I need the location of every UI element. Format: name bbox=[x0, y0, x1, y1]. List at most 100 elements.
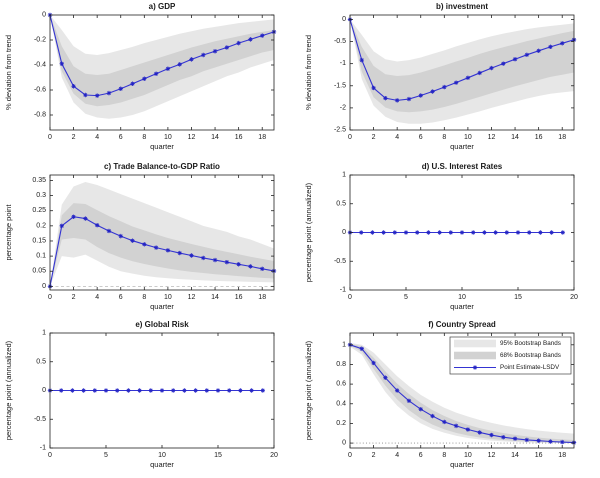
y-tick-label: 1 bbox=[42, 330, 46, 337]
y-tick-label: 1 bbox=[342, 341, 346, 348]
marker-asterisk bbox=[148, 388, 153, 393]
axes bbox=[349, 332, 575, 449]
x-tick-label: 5 bbox=[104, 452, 108, 459]
x-axis-label: quarter bbox=[450, 460, 474, 469]
x-tick-label: 10 bbox=[458, 294, 466, 301]
y-tick-label: 0.5 bbox=[36, 358, 46, 365]
x-tick-label: 10 bbox=[164, 294, 172, 301]
marker-asterisk bbox=[493, 230, 498, 235]
marker-asterisk bbox=[94, 223, 100, 228]
y-tick-label: 0.2 bbox=[336, 420, 346, 427]
marker-asterisk bbox=[248, 264, 253, 269]
marker-asterisk bbox=[538, 230, 543, 235]
marker-asterisk bbox=[394, 98, 400, 103]
subplot-title: a) GDP bbox=[149, 2, 176, 11]
x-tick-label: 6 bbox=[419, 134, 423, 141]
series-markers bbox=[47, 214, 277, 289]
marker-asterisk bbox=[92, 388, 97, 393]
x-tick-label: 8 bbox=[442, 452, 446, 459]
band-68 bbox=[50, 15, 274, 107]
marker-asterisk bbox=[548, 439, 553, 444]
chart-canvas-e: 0 5 10 15 20 1 0.5 0 -0.5 -1 e) Global Risk quarter… bbox=[4, 320, 278, 469]
marker-asterisk bbox=[482, 230, 487, 235]
marker-asterisk bbox=[83, 216, 88, 221]
chart-canvas-a: 0 2 4 6 8 10 12 14 16 18 0 -0.2 -0.4 -0.6 -0.8 a) GDP qu… bbox=[4, 2, 277, 151]
plot-border bbox=[49, 14, 275, 131]
marker-asterisk bbox=[359, 230, 364, 235]
marker-asterisk bbox=[165, 66, 171, 71]
y-tick-label: 0 bbox=[342, 229, 346, 236]
y-tick-label: 0 bbox=[342, 440, 346, 447]
y-tick-label: -0.8 bbox=[34, 112, 46, 119]
x-tick-label: 18 bbox=[258, 294, 266, 301]
marker-asterisk bbox=[227, 388, 232, 393]
x-tick-label: 0 bbox=[348, 294, 352, 301]
marker-asterisk bbox=[215, 388, 221, 393]
y-tick-label: -0.4 bbox=[34, 62, 46, 69]
x-tick-label: 12 bbox=[188, 294, 196, 301]
marker-asterisk bbox=[471, 230, 476, 235]
marker-asterisk bbox=[224, 259, 230, 265]
marker-asterisk bbox=[448, 230, 453, 235]
chart-canvas-b: 0 2 4 6 8 10 12 14 16 18 0 -0.5 -1 -1.5 -2 -2.5 b) inves… bbox=[304, 2, 577, 151]
x-axis-label: quarter bbox=[150, 460, 174, 469]
x-tick-label: 10 bbox=[464, 134, 472, 141]
legend-item: 95% Bootstrap Bands bbox=[454, 339, 561, 348]
marker-asterisk bbox=[238, 388, 243, 393]
marker-asterisk bbox=[59, 388, 64, 393]
marker-asterisk bbox=[189, 57, 194, 62]
marker-asterisk bbox=[201, 255, 206, 261]
marker-asterisk bbox=[406, 96, 412, 102]
x-tick-label: 12 bbox=[488, 452, 496, 459]
x-tick-label: 16 bbox=[535, 134, 543, 141]
marker-asterisk bbox=[394, 388, 400, 393]
marker-asterisk bbox=[59, 223, 64, 229]
marker-asterisk bbox=[560, 41, 565, 46]
marker-asterisk bbox=[193, 388, 198, 393]
legend-item: Point Estimate-LSDV bbox=[454, 364, 560, 371]
x-tick-label: 0 bbox=[48, 294, 52, 301]
subplot-e-global-risk: 0 5 10 15 20 1 0.5 0 -0.5 -1 e) Global Risk quarter… bbox=[0, 320, 300, 478]
marker-asterisk bbox=[177, 250, 182, 256]
marker-asterisk bbox=[501, 61, 506, 66]
x-tick-label: 0 bbox=[48, 134, 52, 141]
marker-asterisk bbox=[515, 230, 521, 235]
y-tick-label: 0 bbox=[42, 387, 46, 394]
marker-asterisk bbox=[512, 436, 518, 441]
legend-label: Point Estimate-LSDV bbox=[500, 364, 560, 371]
x-tick-label: 8 bbox=[142, 294, 146, 301]
x-tick-label: 16 bbox=[235, 134, 243, 141]
marker-asterisk bbox=[71, 214, 76, 219]
marker-asterisk bbox=[418, 406, 423, 412]
y-tick-label: 0.4 bbox=[336, 400, 346, 407]
y-tick-label: 1 bbox=[342, 172, 346, 179]
x-tick-label: 20 bbox=[570, 294, 578, 301]
x-tick-label: 0 bbox=[348, 452, 352, 459]
subplot-title: e) Global Risk bbox=[135, 320, 189, 329]
legend-item: 68% Bootstrap Bands bbox=[454, 351, 561, 360]
y-tick-label: -0.5 bbox=[334, 38, 346, 45]
marker-asterisk bbox=[236, 40, 241, 46]
x-tick-label: 14 bbox=[511, 134, 519, 141]
x-tick-label: 2 bbox=[72, 294, 76, 301]
y-axis-label: percentage point (annualized) bbox=[304, 340, 313, 440]
x-tick-label: 14 bbox=[211, 294, 219, 301]
x-tick-label: 4 bbox=[395, 134, 399, 141]
marker-asterisk bbox=[212, 49, 218, 54]
marker-asterisk bbox=[83, 92, 88, 98]
marker-asterisk bbox=[126, 388, 131, 393]
y-tick-label: 0.2 bbox=[36, 222, 46, 229]
marker-asterisk bbox=[406, 398, 412, 404]
x-axis-label: quarter bbox=[450, 302, 474, 311]
y-tick-label: -0.6 bbox=[34, 87, 46, 94]
marker-asterisk bbox=[426, 230, 431, 235]
x-tick-label: 2 bbox=[372, 134, 376, 141]
marker-asterisk bbox=[359, 57, 364, 63]
x-tick-label: 16 bbox=[235, 294, 243, 301]
marker-asterisk bbox=[171, 388, 176, 393]
marker-asterisk bbox=[260, 33, 265, 38]
marker-asterisk bbox=[370, 230, 375, 235]
subplot-c-trade-balance: 0 2 4 6 8 10 12 14 16 18 0 0.05 0.1 0.15 0.2 0.25 0.3 0.3… bbox=[0, 160, 300, 320]
y-tick-label: -0.5 bbox=[334, 258, 346, 265]
subplot-a-gdp: 0 2 4 6 8 10 12 14 16 18 0 -0.2 -0.4 -0.6 -0.8 a) GDP qu… bbox=[0, 0, 300, 160]
